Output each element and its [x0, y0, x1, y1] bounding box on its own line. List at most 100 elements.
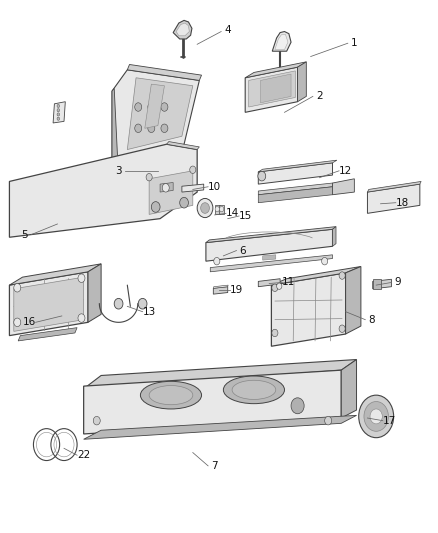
Polygon shape — [373, 279, 381, 289]
Text: 3: 3 — [115, 166, 122, 176]
Circle shape — [78, 314, 85, 322]
Circle shape — [151, 201, 160, 212]
Text: 12: 12 — [339, 166, 352, 176]
Polygon shape — [166, 142, 199, 150]
Circle shape — [215, 206, 219, 212]
Text: 1: 1 — [351, 38, 358, 48]
Circle shape — [14, 284, 21, 292]
Text: 13: 13 — [142, 306, 156, 317]
Polygon shape — [176, 23, 189, 36]
Circle shape — [148, 124, 155, 133]
Polygon shape — [275, 34, 288, 50]
Ellipse shape — [232, 380, 276, 399]
Polygon shape — [219, 205, 224, 214]
Circle shape — [57, 113, 60, 116]
Polygon shape — [272, 273, 346, 346]
Polygon shape — [263, 255, 276, 260]
Text: 4: 4 — [224, 25, 231, 35]
Ellipse shape — [149, 385, 193, 405]
Polygon shape — [245, 67, 297, 112]
Polygon shape — [160, 182, 173, 192]
Polygon shape — [10, 264, 101, 285]
Circle shape — [201, 203, 209, 213]
Text: 16: 16 — [22, 317, 36, 327]
Polygon shape — [127, 64, 201, 80]
Polygon shape — [182, 184, 204, 192]
Circle shape — [258, 171, 266, 181]
Polygon shape — [145, 84, 164, 128]
Polygon shape — [213, 287, 228, 294]
Text: 7: 7 — [211, 461, 218, 471]
Text: 19: 19 — [230, 286, 243, 295]
Circle shape — [339, 325, 345, 333]
Circle shape — [161, 124, 168, 133]
Circle shape — [364, 401, 389, 431]
Polygon shape — [84, 370, 341, 434]
Circle shape — [138, 298, 147, 309]
Polygon shape — [367, 184, 420, 213]
Ellipse shape — [223, 376, 285, 403]
Circle shape — [190, 166, 196, 173]
Polygon shape — [261, 74, 291, 103]
Circle shape — [277, 283, 282, 289]
Circle shape — [214, 257, 220, 265]
Circle shape — [321, 257, 328, 265]
Circle shape — [370, 409, 382, 424]
Circle shape — [197, 198, 213, 217]
Text: 17: 17 — [383, 416, 396, 426]
Polygon shape — [53, 102, 65, 123]
Circle shape — [135, 103, 142, 111]
Circle shape — [162, 183, 169, 192]
Polygon shape — [18, 328, 77, 341]
Text: 14: 14 — [226, 208, 239, 219]
Polygon shape — [210, 255, 332, 272]
Text: 15: 15 — [239, 211, 252, 221]
Circle shape — [359, 395, 394, 438]
Circle shape — [14, 318, 21, 327]
Polygon shape — [149, 171, 193, 214]
Text: 10: 10 — [208, 182, 221, 192]
Polygon shape — [88, 264, 101, 322]
Polygon shape — [173, 20, 192, 39]
Circle shape — [161, 103, 168, 111]
Text: 9: 9 — [395, 278, 401, 287]
Polygon shape — [10, 272, 88, 336]
Circle shape — [135, 124, 142, 133]
Text: 18: 18 — [396, 198, 409, 208]
Circle shape — [180, 197, 188, 208]
Polygon shape — [297, 62, 306, 102]
Polygon shape — [127, 78, 193, 150]
Circle shape — [148, 103, 155, 111]
Circle shape — [57, 104, 60, 108]
Polygon shape — [258, 187, 332, 203]
Polygon shape — [332, 227, 336, 246]
Polygon shape — [258, 160, 337, 172]
Text: 5: 5 — [21, 230, 28, 240]
Circle shape — [272, 284, 278, 292]
Circle shape — [57, 117, 60, 120]
Polygon shape — [258, 163, 332, 184]
Polygon shape — [112, 70, 199, 163]
Polygon shape — [249, 71, 295, 107]
Polygon shape — [10, 144, 197, 237]
Polygon shape — [332, 179, 354, 195]
Circle shape — [114, 298, 123, 309]
Polygon shape — [367, 181, 421, 192]
Circle shape — [57, 109, 60, 112]
Polygon shape — [245, 62, 306, 78]
Circle shape — [339, 272, 345, 279]
Text: 22: 22 — [77, 450, 90, 460]
Ellipse shape — [141, 381, 201, 409]
Circle shape — [78, 274, 85, 282]
Circle shape — [291, 398, 304, 414]
Polygon shape — [84, 360, 357, 389]
Circle shape — [325, 416, 332, 425]
Polygon shape — [258, 279, 280, 287]
Polygon shape — [341, 360, 357, 418]
Polygon shape — [206, 229, 332, 261]
Circle shape — [219, 206, 224, 212]
Circle shape — [272, 329, 278, 337]
Polygon shape — [213, 285, 228, 288]
Polygon shape — [346, 266, 361, 334]
Text: 2: 2 — [316, 91, 323, 101]
